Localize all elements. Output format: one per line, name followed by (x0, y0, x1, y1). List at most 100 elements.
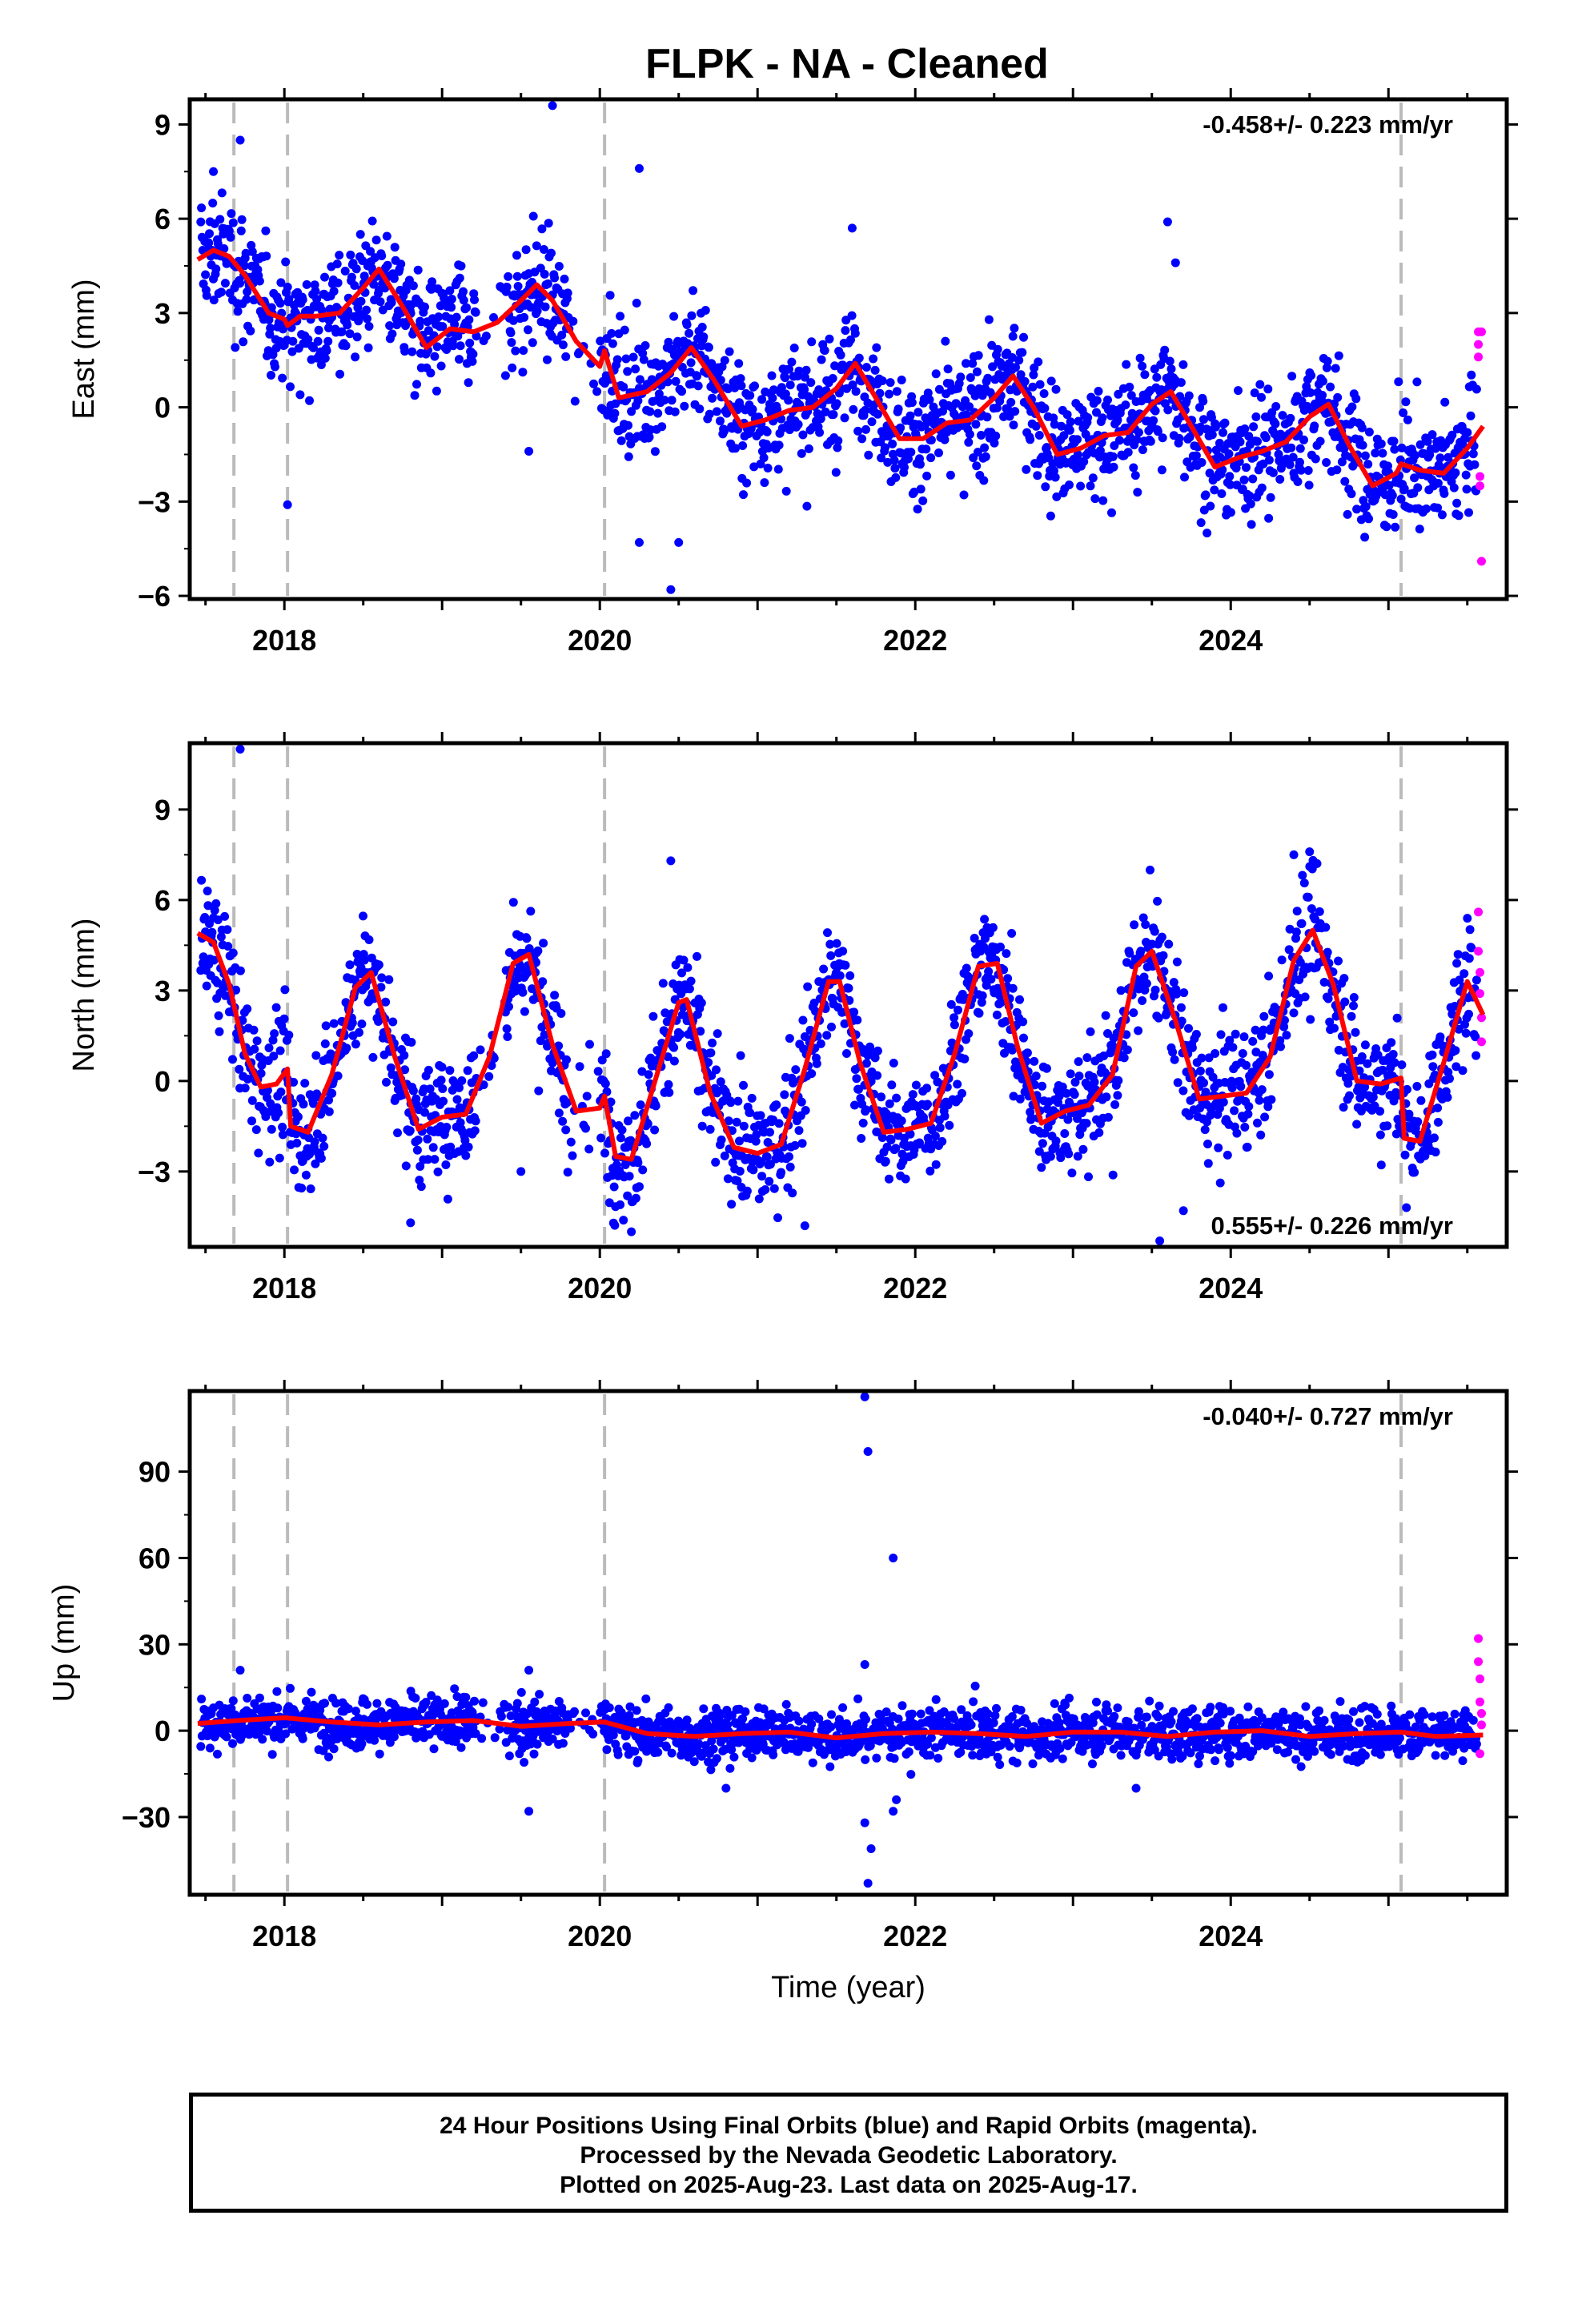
data-point-final (1454, 511, 1464, 521)
data-point-final (853, 1015, 862, 1025)
data-point-final (1399, 484, 1409, 493)
data-point-final (793, 420, 803, 429)
data-point-final (1447, 1009, 1457, 1019)
data-point-final (223, 925, 232, 935)
data-point-final (210, 906, 219, 915)
data-point-final (197, 203, 207, 213)
data-point-final (882, 1142, 892, 1152)
data-point-final (284, 295, 294, 304)
data-point-final (1373, 1050, 1383, 1059)
data-point-final (249, 1025, 259, 1035)
data-point-final (600, 1148, 609, 1158)
data-point-final (1203, 1140, 1212, 1148)
data-point-final (1125, 382, 1134, 392)
data-point-final (705, 1124, 715, 1134)
data-point-final (1228, 1043, 1238, 1052)
data-point-rapid (1474, 340, 1484, 349)
data-point-final (1122, 1045, 1132, 1055)
data-point-final (588, 1729, 598, 1739)
data-point-outlier (516, 1167, 526, 1176)
data-point-final (1323, 947, 1332, 957)
data-point-final (400, 1051, 409, 1060)
data-point-final (332, 259, 342, 269)
data-point-final (1287, 443, 1296, 452)
data-point-final (1042, 443, 1051, 452)
data-point-final (563, 1168, 572, 1177)
data-point-final (1464, 508, 1473, 517)
data-point-final (1253, 436, 1262, 446)
data-point-final (913, 408, 923, 417)
data-point-final (777, 1168, 786, 1177)
data-point-final (893, 1714, 903, 1723)
data-point-final (1153, 427, 1162, 436)
data-point-final (299, 1100, 308, 1109)
data-point-final (1083, 413, 1093, 422)
data-point-final (904, 1747, 913, 1756)
data-point-final (780, 1090, 789, 1100)
data-point-final (429, 1744, 439, 1754)
data-point-final (581, 1708, 590, 1718)
data-point-final (1227, 1084, 1237, 1092)
data-point-final (889, 456, 899, 465)
data-point-final (241, 248, 251, 258)
data-point-final (1282, 1031, 1291, 1040)
data-point-final (1146, 436, 1155, 446)
data-point-final (1211, 422, 1220, 432)
data-point-final (381, 997, 391, 1007)
data-point-final (1347, 1011, 1356, 1021)
data-point-final (1035, 380, 1045, 389)
data-point-final (323, 336, 333, 346)
data-point-final (1299, 879, 1309, 888)
data-point-final (359, 271, 369, 281)
data-point-final (713, 1029, 722, 1039)
data-point-final (1300, 992, 1310, 1002)
data-point-final (665, 1088, 674, 1097)
data-point-final (1287, 372, 1297, 381)
data-point-final (374, 960, 383, 970)
data-point-final (481, 332, 491, 341)
data-point-final (1224, 449, 1234, 459)
data-point-final (1331, 364, 1340, 373)
data-point-final (1401, 397, 1411, 407)
data-point-final (923, 1739, 932, 1749)
data-point-final (1412, 377, 1422, 387)
data-point-final (1236, 1082, 1246, 1092)
data-point-final (1079, 457, 1089, 466)
data-point-final (592, 387, 602, 396)
data-point-final (1136, 947, 1146, 956)
data-point-final (798, 430, 808, 440)
data-point-final (1248, 1036, 1258, 1046)
data-point-final (1018, 348, 1027, 357)
data-point-final (1363, 1059, 1372, 1068)
data-point-final (931, 1695, 941, 1704)
data-point-final (1070, 1090, 1079, 1100)
data-point-final (898, 1156, 908, 1166)
data-point-final (1168, 1047, 1178, 1057)
data-point-final (693, 951, 701, 961)
data-point-final (906, 448, 916, 457)
data-point-final (452, 312, 461, 322)
data-point-final (333, 278, 343, 287)
data-point-final (1285, 460, 1295, 469)
data-point-final (430, 352, 440, 361)
data-point-final (487, 1061, 496, 1070)
data-point-final (534, 1086, 544, 1096)
data-point-final (243, 1694, 252, 1703)
data-point-final (897, 1116, 906, 1126)
data-point-final (1303, 892, 1313, 902)
data-point-final (1461, 1028, 1471, 1038)
data-point-final (602, 1745, 612, 1755)
data-point-final (1034, 1147, 1044, 1156)
data-point-final (686, 358, 696, 368)
data-point-final (1114, 436, 1124, 445)
data-point-final (272, 1687, 282, 1696)
data-point-outlier (1162, 217, 1172, 227)
data-point-outlier (1170, 258, 1180, 267)
data-point-final (1423, 436, 1432, 446)
data-point-final (704, 1058, 713, 1068)
y-tick-label: 0 (155, 1065, 171, 1098)
data-point-final (1399, 408, 1408, 417)
data-point-final (857, 434, 867, 444)
data-point-final (624, 452, 633, 461)
